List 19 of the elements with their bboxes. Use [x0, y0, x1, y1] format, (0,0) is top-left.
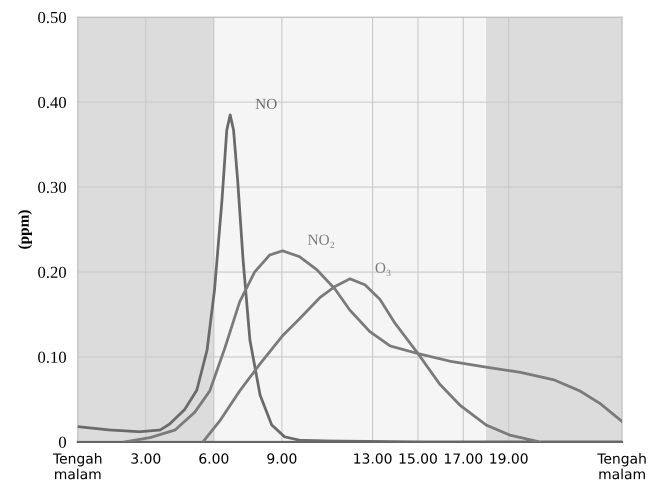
- y-tick-label: 0.10: [38, 352, 66, 363]
- y-tick-label: 0.30: [38, 182, 66, 194]
- x-tick-label: 9.00: [267, 453, 296, 464]
- y-tick-label: 0.20: [38, 266, 66, 278]
- series-label: NO: [256, 98, 277, 109]
- x-tick-label: 19.00: [490, 453, 528, 464]
- y-axis-title: (ppm): [18, 210, 32, 249]
- y-tick-label: 0: [58, 436, 66, 448]
- x-tick-label: 17.00: [444, 453, 482, 464]
- x-tick-label: Tengah malam: [52, 453, 102, 480]
- y-tick-label: 0.50: [38, 12, 66, 24]
- x-tick-label: 3.00: [131, 453, 160, 464]
- y-tick-label: 0.40: [38, 96, 66, 108]
- series-label: NO₂: [308, 234, 334, 248]
- x-tick-label: Tengah malam: [597, 453, 646, 480]
- x-tick-label: 15.00: [400, 453, 437, 464]
- x-tick-label: 6.00: [199, 453, 228, 464]
- x-tick-label: 13.00: [354, 453, 392, 464]
- series-label: O₃: [376, 262, 391, 276]
